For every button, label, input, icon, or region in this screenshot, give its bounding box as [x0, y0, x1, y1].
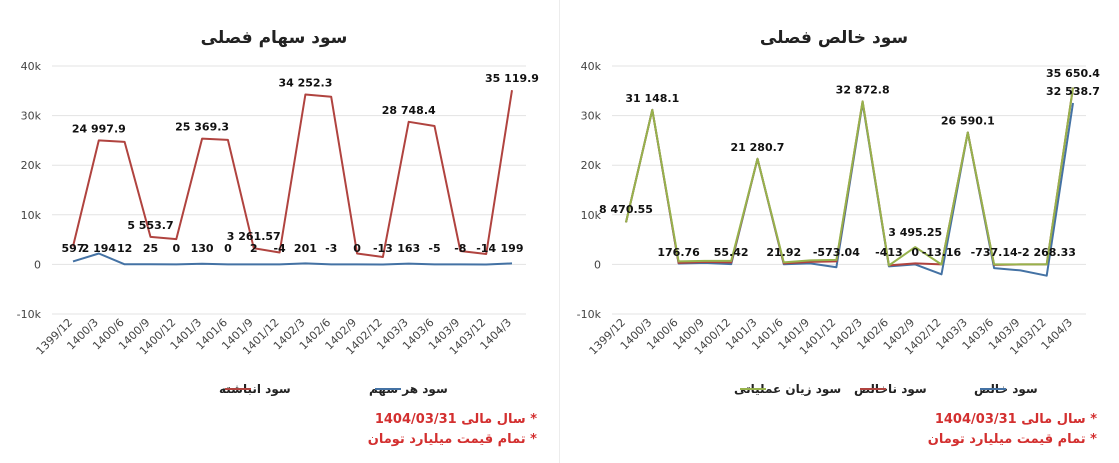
chart-panel-stock-dividend: سود سهام فصلی -10k 0 10k 20k 30k 40k 1399/12 140… — [0, 0, 559, 463]
data-label: -737.14 — [971, 246, 1018, 259]
chart-net-profit: سود خالص فصلی-10k010k20k30k40k1399/12140… — [577, 28, 1101, 397]
data-label: -4 — [273, 242, 286, 255]
data-label: 28 748.4 — [382, 104, 436, 117]
y-tick-label: 40k — [581, 60, 602, 73]
data-label: -14 — [476, 242, 496, 255]
data-label: 2 — [250, 242, 258, 255]
y-tick-label: 30k — [21, 110, 42, 123]
data-label: 0 — [172, 242, 180, 255]
data-label: 21 280.7 — [731, 141, 785, 154]
data-label: -13 — [373, 242, 393, 255]
note-fiscal-year: * سال مالی 1404/03/31 — [374, 412, 537, 427]
data-label: 32 538.7 — [1046, 85, 1100, 98]
data-label: 130 — [191, 242, 214, 255]
notes-box: * سال مالی 1404/03/31 * تمام قیمت میلیار… — [368, 410, 537, 450]
series-line-0 — [72, 252, 513, 266]
legend-label: سود زیان عملیاتی — [734, 382, 841, 397]
data-label: 25 — [143, 242, 158, 255]
data-label: -5 — [428, 242, 440, 255]
data-label: 0 — [224, 242, 232, 255]
data-label: -13.16 — [922, 246, 962, 259]
data-label: 25 369.3 — [175, 121, 229, 134]
series-line-2 — [625, 87, 1074, 267]
y-tick-label: 40k — [21, 60, 42, 73]
chart-stock-dividend: سود سهام فصلی-10k010k20k30k40k1399/12140… — [17, 28, 539, 397]
data-label: 55.42 — [714, 246, 749, 259]
chart-panel-net-profit: سود خالص فصلی -10k 0 10k 20k 30k 40k 1399/12 140… — [560, 0, 1119, 463]
data-label: 12 — [117, 242, 132, 255]
y-tick-label: 20k — [581, 159, 602, 172]
data-label: 163 — [397, 242, 420, 255]
y-tick-label: 10k — [581, 209, 602, 222]
note-price-unit: * تمام قیمت میلیارد تومان — [367, 432, 537, 447]
y-tick-label: 0 — [594, 258, 601, 271]
data-label: 35 119.9 — [485, 72, 539, 85]
data-label: 8 470.55 — [599, 203, 653, 216]
y-tick-label: 30k — [581, 110, 602, 123]
data-label: 3 495.25 — [888, 226, 942, 239]
y-tick-label: 20k — [21, 159, 42, 172]
data-label: 31 148.1 — [625, 92, 679, 105]
y-tick-label: 0 — [34, 258, 41, 271]
data-label: 199 — [501, 242, 524, 255]
legend-label: سود انباشته — [219, 382, 291, 397]
y-tick-label: -10k — [17, 308, 42, 321]
data-label: 3 261.57 — [227, 230, 281, 243]
data-label: 0 — [911, 246, 919, 259]
note-price-unit: * تمام قیمت میلیارد تومان — [927, 432, 1097, 447]
legend-label: سود ناخالص — [854, 382, 927, 397]
data-label: 176.76 — [657, 246, 700, 259]
data-label: -573.04 — [813, 246, 860, 259]
panel-divider — [559, 0, 560, 463]
data-label: -413 — [875, 246, 903, 259]
notes-box: * سال مالی 1404/03/31 * تمام قیمت میلیار… — [928, 410, 1097, 450]
data-label: -2 268.33 — [1017, 246, 1075, 259]
data-label: 201 — [294, 242, 317, 255]
data-label: 32 872.8 — [836, 83, 890, 96]
data-label: 597 — [62, 242, 85, 255]
data-label: 0 — [353, 242, 361, 255]
series-line-1 — [72, 90, 513, 258]
x-tick-label: 1399/12 — [34, 316, 76, 358]
data-label: 24 997.9 — [72, 122, 126, 135]
y-tick-label: -10k — [577, 308, 602, 321]
legend-label: سود هر سهم — [369, 382, 448, 397]
data-label: 5 553.7 — [127, 219, 173, 232]
x-tick-label: 1399/12 — [587, 316, 629, 358]
chart-title: سود خالص فصلی — [760, 28, 908, 48]
y-tick-label: 10k — [21, 209, 42, 222]
data-label: -8 — [454, 242, 466, 255]
data-label: 34 252.3 — [278, 77, 332, 90]
data-label: 21.92 — [766, 246, 801, 259]
chart-title: سود سهام فصلی — [201, 28, 348, 48]
data-label: 26 590.1 — [941, 115, 995, 128]
note-fiscal-year: * سال مالی 1404/03/31 — [934, 412, 1097, 427]
data-label: 35 650.4 — [1046, 67, 1100, 80]
data-label: -3 — [325, 242, 337, 255]
data-label: 2 194 — [82, 242, 117, 255]
